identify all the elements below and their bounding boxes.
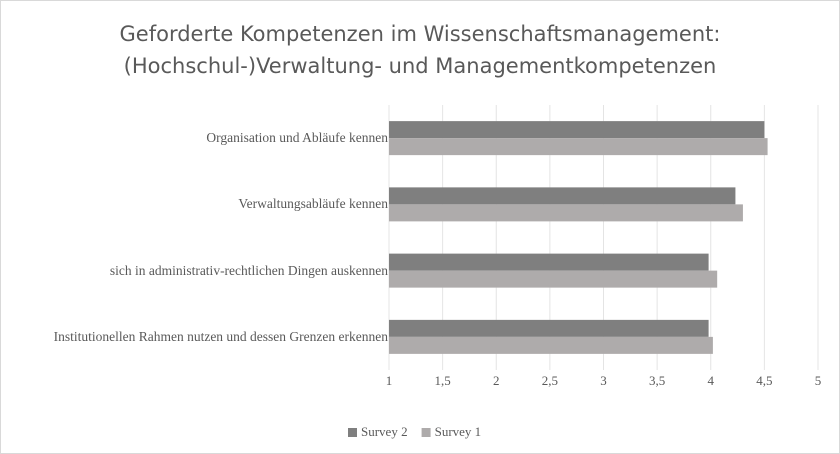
y-tick-label: Organisation und Abläufe kennen [206, 130, 388, 146]
bar [389, 336, 713, 354]
bar [389, 187, 736, 205]
y-tick-label: Institutionellen Rahmen nutzen und desse… [53, 328, 388, 344]
x-tick-label: 5 [815, 373, 822, 388]
bar [389, 319, 709, 337]
x-tick-label: 3 [600, 373, 607, 388]
bar [389, 121, 765, 139]
bar [389, 138, 768, 156]
y-tick-label: sich in administrativ-rechtlichen Dingen… [109, 262, 388, 278]
x-tick-label: 1 [386, 373, 393, 388]
legend-swatch [421, 428, 431, 437]
x-tick-label: 3,5 [649, 373, 665, 388]
x-tick-label: 1,5 [435, 373, 451, 388]
x-tick-label: 2 [493, 373, 500, 388]
x-tick-label: 2,5 [542, 373, 558, 388]
chart-title: Geforderte Kompetenzen im Wissenschaftsm… [119, 22, 721, 78]
x-tick-label: 4 [708, 373, 715, 388]
x-tick-label: 4,5 [756, 373, 772, 388]
legend-label: Survey 2 [361, 424, 408, 439]
legend-label: Survey 1 [435, 424, 482, 439]
y-tick-label: Verwaltungsabläufe kennen [238, 196, 388, 212]
bar [389, 204, 743, 222]
bar [389, 270, 718, 288]
legend-swatch [348, 428, 357, 437]
bar [389, 253, 709, 271]
